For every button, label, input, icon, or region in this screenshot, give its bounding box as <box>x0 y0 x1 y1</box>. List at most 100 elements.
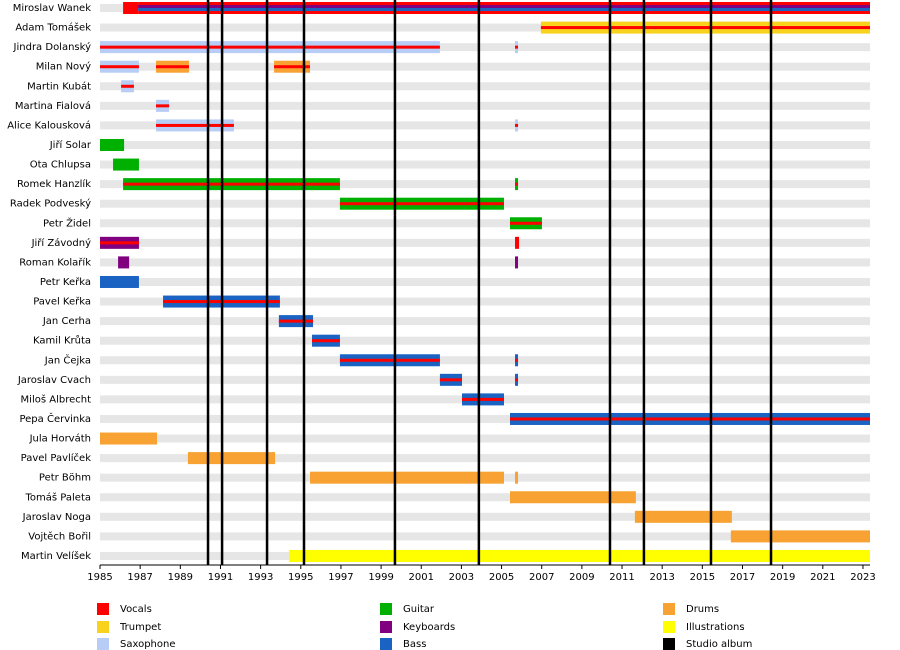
member-bar <box>730 530 870 543</box>
x-tick-label: 1991 <box>208 572 233 583</box>
x-tick-label: 1985 <box>87 572 112 583</box>
x-tick-label: 1995 <box>288 572 313 583</box>
bar-segment <box>540 26 870 30</box>
bar-segment <box>187 452 276 465</box>
legend-label: Saxophone <box>120 639 176 650</box>
legend-swatch <box>663 638 675 650</box>
member-label: Jaroslav Cvach <box>17 375 91 386</box>
x-tick-label: 2011 <box>609 572 634 583</box>
x-tick-label: 2017 <box>730 572 755 583</box>
bar-segment <box>515 378 519 382</box>
bar-segment <box>339 202 504 206</box>
member-label: Tomáš Paleta <box>25 491 91 503</box>
member-label: Jindra Dolanský <box>13 41 92 53</box>
bar-segment <box>156 104 170 108</box>
member-label: Pavel Keřka <box>33 296 91 308</box>
member-label: Petr Keřka <box>40 276 91 288</box>
member-label: Jula Horváth <box>29 433 91 445</box>
row-band <box>100 43 870 52</box>
legend-label: Keyboards <box>403 622 455 633</box>
member-label: Vojtěch Bořil <box>28 530 91 542</box>
member-bar <box>113 158 139 171</box>
bar-segment <box>100 275 139 288</box>
bar-segment <box>156 65 189 69</box>
member-bar <box>288 549 870 562</box>
member-bar <box>274 60 311 73</box>
x-tick-label: 2005 <box>489 572 514 583</box>
bar-segment <box>509 491 636 504</box>
row-band <box>100 23 870 32</box>
legend-swatch <box>380 621 392 633</box>
row-band <box>100 219 870 228</box>
bar-segment <box>509 221 542 225</box>
bar-segment <box>515 256 519 269</box>
row-band <box>100 454 870 463</box>
row-band <box>100 297 870 306</box>
bar-segment <box>100 432 158 445</box>
row-band <box>100 493 870 502</box>
bar-segment <box>100 241 139 245</box>
legend-swatch <box>663 603 675 615</box>
member-label: Jiří Solar <box>49 139 92 151</box>
bar-segment <box>156 123 234 127</box>
member-label: Ota Chlupsa <box>30 160 91 171</box>
bar-segment <box>123 182 340 186</box>
row-band <box>100 121 870 130</box>
x-tick-label: 1989 <box>168 572 193 583</box>
member-bar <box>123 2 139 14</box>
member-bar <box>515 373 519 386</box>
member-label: Radek Podveský <box>10 198 91 210</box>
x-tick-label: 2007 <box>529 572 554 583</box>
x-tick-label: 2013 <box>649 572 674 583</box>
row-band <box>100 356 870 365</box>
member-label: Pavel Pavlíček <box>21 452 92 464</box>
member-label: Jan Cerha <box>42 316 91 327</box>
row-band <box>100 101 870 110</box>
bar-segment <box>634 510 732 523</box>
legend-swatch <box>97 603 109 615</box>
bar-segment <box>515 236 520 249</box>
bar-segment <box>515 471 519 484</box>
bar-segment <box>462 397 504 401</box>
row-band <box>100 317 870 326</box>
member-bar <box>187 452 276 465</box>
member-bar <box>100 138 125 151</box>
legend-label: Bass <box>403 639 426 650</box>
member-bar <box>156 119 234 132</box>
bar-segment <box>515 358 519 362</box>
member-bar <box>515 119 519 132</box>
bar-segment <box>439 378 463 382</box>
x-tick-label: 2015 <box>690 572 715 583</box>
member-label: Roman Kolařík <box>19 256 91 268</box>
member-bar <box>123 178 340 191</box>
legend-swatch <box>380 638 392 650</box>
member-label: Pepa Červinka <box>19 412 91 425</box>
member-bar <box>100 236 139 249</box>
member-label: Alice Kalousková <box>7 119 91 131</box>
bar-segment <box>515 123 519 127</box>
member-bar <box>121 80 134 93</box>
member-bar <box>339 354 440 367</box>
x-tick-label: 2001 <box>409 572 434 583</box>
member-label: Jiří Závodný <box>31 237 91 249</box>
bar-segment <box>100 65 139 69</box>
legend-swatch <box>97 621 109 633</box>
member-bar <box>509 412 870 425</box>
member-bar <box>509 217 542 230</box>
x-tick-label: 1993 <box>248 572 273 583</box>
bar-segment <box>310 471 504 484</box>
row-band <box>100 512 870 521</box>
member-bar <box>278 315 314 328</box>
bar-segment <box>509 417 870 421</box>
bar-segment <box>100 45 440 49</box>
member-bar <box>100 275 139 288</box>
legend-label: Drums <box>686 604 719 615</box>
member-label: Romek Hanzlík <box>17 178 91 190</box>
bar-segment <box>138 8 871 11</box>
bar-segment <box>138 5 871 8</box>
x-tick-label: 1987 <box>127 572 152 583</box>
member-bar <box>634 510 732 523</box>
bar-segment <box>730 530 870 543</box>
member-bar <box>462 393 504 406</box>
